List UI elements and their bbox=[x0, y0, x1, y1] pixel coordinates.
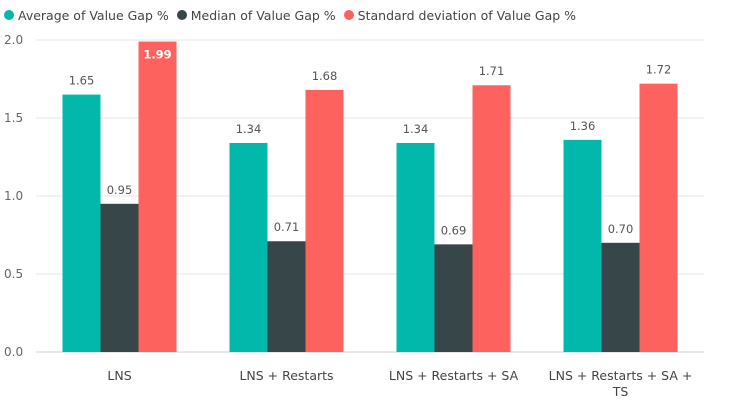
legend-item-stddev[interactable]: Standard deviation of Value Gap % bbox=[343, 7, 577, 23]
data-label: 0.95 bbox=[107, 183, 133, 197]
data-label: 0.71 bbox=[274, 220, 300, 234]
legend: Average of Value Gap % Median of Value G… bbox=[4, 6, 584, 24]
data-label: 1.99 bbox=[143, 48, 171, 62]
bar[interactable] bbox=[267, 241, 306, 352]
y-tick-label: 0.0 bbox=[4, 345, 23, 359]
legend-dot-median bbox=[176, 10, 187, 20]
bar[interactable] bbox=[229, 142, 268, 352]
bar[interactable] bbox=[305, 89, 344, 353]
legend-dot-average bbox=[4, 10, 14, 20]
data-label: 1.65 bbox=[69, 74, 95, 88]
legend-item-median[interactable]: Median of Value Gap % bbox=[176, 7, 336, 23]
bar[interactable] bbox=[639, 83, 678, 353]
legend-label-stddev: Standard deviation of Value Gap % bbox=[357, 7, 577, 23]
bar[interactable] bbox=[100, 203, 139, 352]
bar[interactable] bbox=[601, 242, 640, 352]
y-tick-label: 0.5 bbox=[4, 267, 23, 281]
y-tick-label: 2.0 bbox=[4, 33, 23, 47]
legend-dot-stddev bbox=[343, 10, 354, 20]
bar[interactable] bbox=[563, 139, 602, 352]
bar[interactable] bbox=[434, 244, 473, 352]
data-label: 1.36 bbox=[570, 119, 596, 133]
data-label: 1.72 bbox=[646, 63, 672, 77]
y-tick-label: 1.5 bbox=[4, 111, 23, 125]
bar[interactable] bbox=[62, 94, 101, 352]
x-category-label: LNS bbox=[107, 368, 131, 383]
legend-label-average: Average of Value Gap % bbox=[18, 7, 169, 23]
data-label: 1.34 bbox=[403, 122, 429, 136]
x-category-label: LNS + Restarts + SA bbox=[389, 368, 519, 383]
legend-label-median: Median of Value Gap % bbox=[190, 7, 336, 23]
data-label: 1.71 bbox=[479, 64, 505, 78]
data-label: 0.69 bbox=[441, 223, 467, 237]
data-label: 0.70 bbox=[608, 222, 634, 236]
data-label: 1.34 bbox=[236, 122, 262, 136]
x-category-label: TS bbox=[612, 384, 629, 399]
x-category-label: LNS + Restarts bbox=[239, 368, 333, 383]
bar[interactable] bbox=[396, 142, 435, 352]
legend-item-average[interactable]: Average of Value Gap % bbox=[4, 8, 169, 23]
bar[interactable] bbox=[472, 85, 511, 353]
bar[interactable] bbox=[138, 41, 177, 353]
y-tick-label: 1.0 bbox=[4, 189, 23, 203]
x-category-label: LNS + Restarts + SA + bbox=[549, 368, 693, 383]
data-label: 1.68 bbox=[312, 69, 338, 83]
